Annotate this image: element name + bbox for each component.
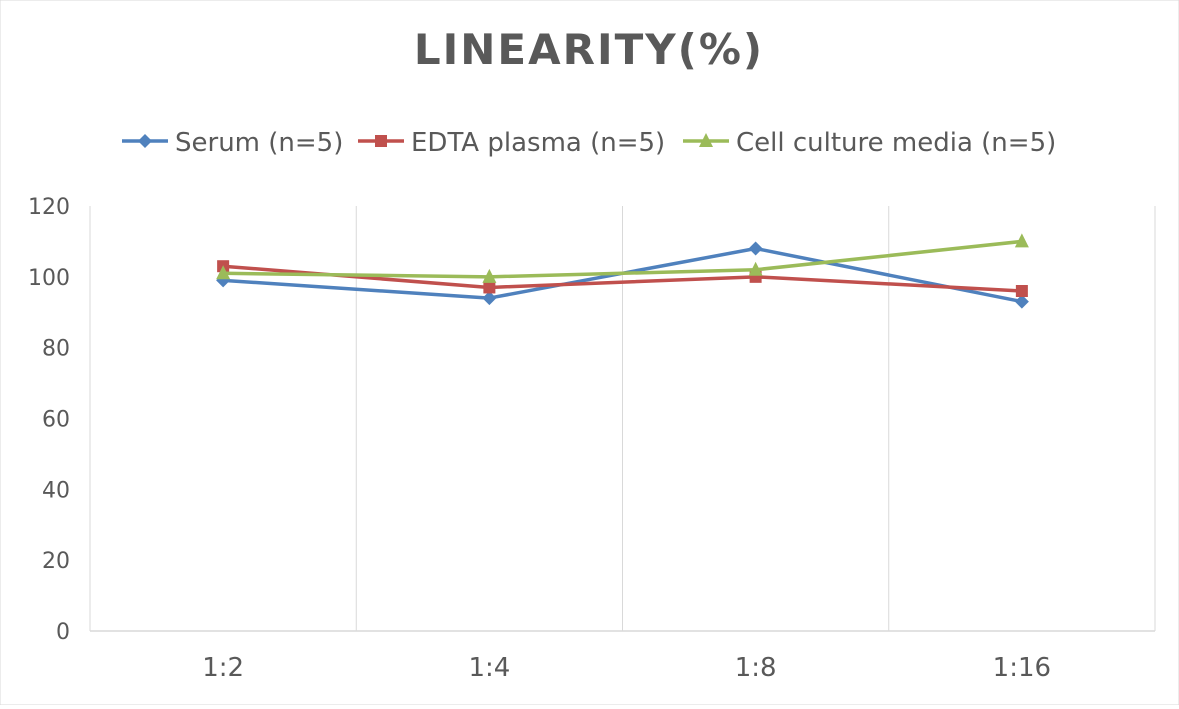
data-point-cell-culture-media-n-5	[216, 265, 231, 280]
x-tick-label: 1:4	[468, 653, 510, 683]
y-tick-label: 100	[28, 266, 70, 291]
y-tick-label: 120	[28, 195, 70, 220]
x-tick-label: 1:16	[993, 653, 1051, 683]
data-point-cell-culture-media-n-5	[482, 268, 497, 283]
data-point-cell-culture-media-n-5	[1014, 233, 1029, 248]
chart-title: LINEARITY(%)	[414, 25, 764, 74]
x-tick-label: 1:2	[202, 653, 244, 683]
y-tick-label: 40	[42, 478, 70, 503]
legend-label: Cell culture media (n=5)	[736, 128, 1056, 158]
legend-marker-diamond-icon	[138, 134, 152, 148]
y-tick-label: 0	[56, 620, 70, 645]
axes: 0 20 40 60 80 100 120 1:2 1:4 1:8 1:16	[28, 195, 1155, 683]
y-tick-label: 20	[42, 549, 70, 574]
series-line-cell-culture-media-n-5	[223, 239, 1023, 279]
data-point-serum-n-5	[748, 241, 763, 256]
y-tick-label: 80	[42, 337, 70, 362]
data-point-edta-plasma-n-5	[483, 281, 496, 294]
legend-marker-square-icon	[375, 135, 387, 147]
series-group	[216, 233, 1029, 309]
data-point-serum-n-5	[482, 291, 497, 306]
series-line-edta-plasma-n-5	[222, 264, 1022, 293]
legend-marker-triangle-icon	[699, 133, 713, 147]
legend-item-cell-culture-media-n-5: Cell culture media (n=5)	[683, 128, 1056, 158]
data-point-cell-culture-media-n-5	[748, 261, 763, 276]
legend-item-edta-plasma-n-5: EDTA plasma (n=5)	[358, 128, 665, 158]
legend-item-serum-n-5: Serum (n=5)	[122, 128, 343, 158]
y-tick-label: 60	[42, 408, 70, 433]
data-point-serum-n-5	[1014, 294, 1029, 309]
legend: Serum (n=5) EDTA plasma (n=5) Cell culture…	[122, 128, 1056, 158]
legend-label: EDTA plasma (n=5)	[411, 128, 665, 158]
legend-label: Serum (n=5)	[175, 128, 343, 158]
data-point-edta-plasma-n-5	[1015, 285, 1028, 297]
x-tick-label: 1:8	[735, 653, 777, 683]
